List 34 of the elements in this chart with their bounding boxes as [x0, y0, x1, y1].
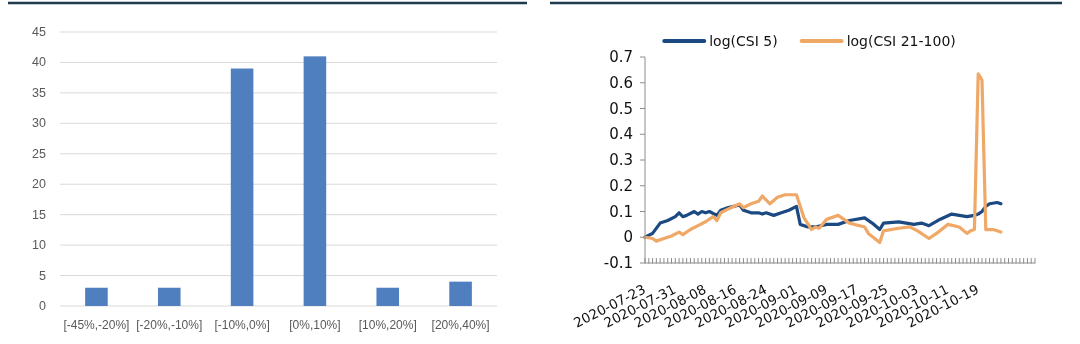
y-tick-label: 35: [32, 85, 47, 100]
x-tick-label: [0%,10%]: [289, 318, 341, 332]
y-tick-label: 5: [39, 268, 47, 283]
y-tick-label: 0: [39, 299, 47, 313]
y-tick-label: 0.4: [609, 125, 633, 144]
y-tick-label: 0.3: [609, 151, 633, 169]
legend-label: log(CSI 21-100): [846, 33, 956, 49]
y-tick-label: 0.5: [609, 99, 633, 118]
y-tick-label: 15: [32, 207, 47, 222]
bar: [230, 68, 254, 306]
x-tick-label: [20%,40%]: [431, 318, 490, 332]
x-tick-label: [-45%,-20%]: [63, 318, 130, 332]
y-tick-label: 0.7: [609, 48, 633, 66]
bar: [85, 287, 108, 306]
x-tick-label: [10%,20%]: [358, 318, 417, 332]
y-tick-label: 0.1: [609, 202, 633, 221]
y-tick-label: 0: [623, 228, 633, 247]
legend-label: log(CSI 5): [709, 33, 778, 49]
bar: [157, 287, 181, 306]
y-tick-label: -0.1: [603, 254, 633, 272]
y-tick-label: 25: [32, 146, 47, 161]
y-tick-label: 20: [32, 177, 47, 192]
y-tick-label: 45: [32, 25, 47, 39]
x-tick-label: [-20%,-10%]: [136, 318, 203, 332]
y-tick-label: 0.2: [609, 176, 633, 195]
bar: [449, 281, 472, 306]
bar: [376, 287, 400, 306]
x-tick-label: [-10%,0%]: [214, 318, 270, 332]
y-tick-label: 0.6: [609, 73, 633, 92]
y-tick-label: 40: [32, 55, 47, 70]
bar: [303, 56, 327, 306]
line-series: [643, 72, 1003, 244]
y-tick-label: 30: [32, 116, 47, 131]
y-tick-label: 10: [32, 238, 47, 253]
